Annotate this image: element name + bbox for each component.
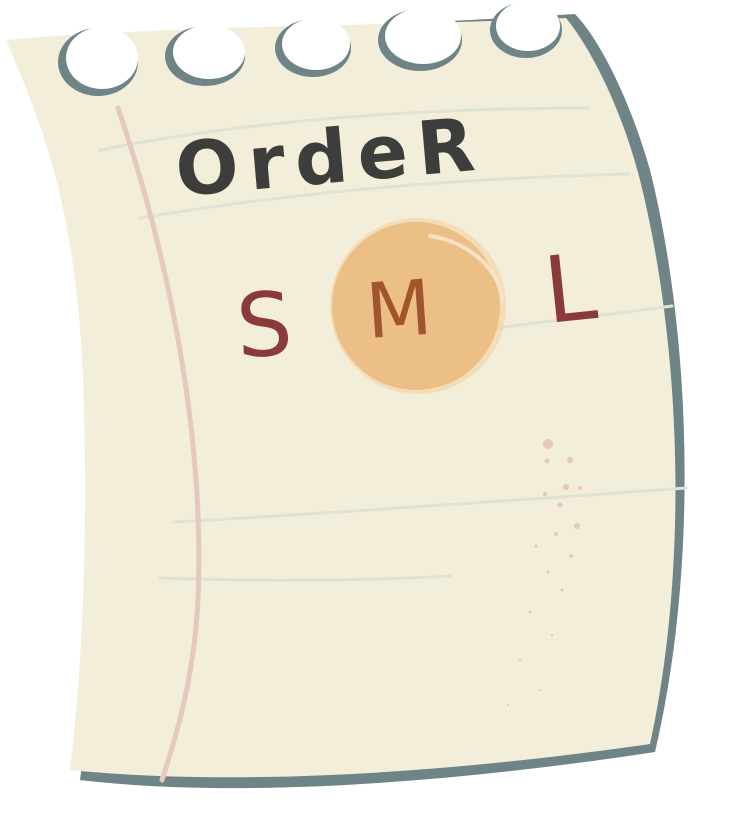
margin-line [115, 105, 202, 783]
size-option-medium[interactable]: M [363, 263, 435, 356]
size-option-large[interactable]: L [539, 233, 601, 345]
paper-sheet [6, 18, 676, 778]
size-option-small[interactable]: S [234, 272, 295, 378]
ruled-lines [98, 106, 688, 582]
paper-stain [507, 439, 582, 706]
binder-holes [58, 1, 562, 96]
selected-size-highlight [330, 218, 506, 394]
